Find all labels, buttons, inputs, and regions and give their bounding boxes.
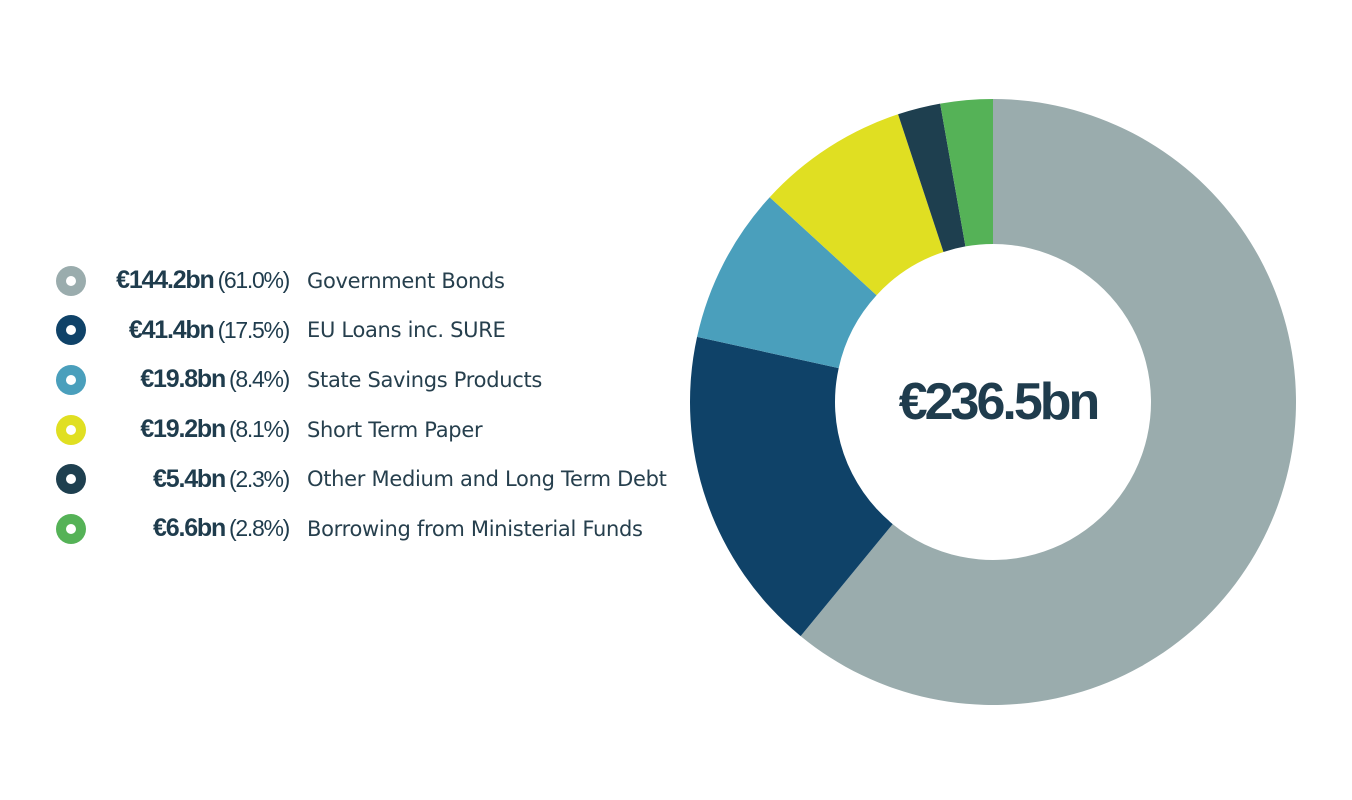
- legend-swatch-icon: [56, 464, 86, 495]
- legend-swatch-icon: [56, 513, 86, 544]
- donut-slice: [898, 103, 966, 252]
- legend-item: €144.2bn (61.0%) Government Bonds: [56, 256, 716, 306]
- donut-slices: [690, 99, 1296, 705]
- donut-slice: [697, 197, 877, 369]
- donut-slice: [769, 114, 944, 296]
- legend-percent: (8.4%): [229, 366, 290, 393]
- legend-value-block: €19.8bn (8.4%): [86, 365, 290, 394]
- legend-percent: (8.1%): [229, 416, 290, 443]
- legend-label: Borrowing from Ministerial Funds: [307, 516, 643, 541]
- legend-value-block: €19.2bn (8.1%): [86, 415, 290, 444]
- legend-amount: €41.4bn: [128, 315, 215, 344]
- legend-percent: (2.8%): [229, 515, 290, 542]
- center-total-label: €236.5bn: [899, 373, 1098, 431]
- legend-label: Short Term Paper: [307, 417, 483, 442]
- legend-item: €5.4bn (2.3%) Other Medium and Long Term D…: [56, 454, 716, 504]
- legend-label: State Savings Products: [307, 367, 543, 392]
- donut-slice: [940, 99, 993, 247]
- legend: €144.2bn (61.0%) Government Bonds €41.4bn (1…: [56, 256, 716, 554]
- donut-slice: [690, 336, 893, 637]
- legend-item: €41.4bn (17.5%) EU Loans inc. SURE: [56, 306, 716, 356]
- legend-percent: (2.3%): [229, 465, 290, 492]
- legend-amount: €19.2bn: [140, 415, 226, 444]
- legend-swatch-icon: [56, 414, 86, 445]
- legend-item: €6.6bn (2.8%) Borrowing from Ministerial F…: [56, 504, 716, 554]
- legend-amount: €144.2bn: [116, 266, 215, 295]
- legend-label: Government Bonds: [307, 268, 505, 293]
- legend-item: €19.8bn (8.4%) State Savings Products: [56, 355, 716, 405]
- legend-value-block: €6.6bn (2.8%): [86, 514, 290, 543]
- legend-swatch-icon: [56, 364, 86, 395]
- legend-label: EU Loans inc. SURE: [307, 318, 506, 343]
- legend-value-block: €144.2bn (61.0%): [86, 266, 291, 295]
- legend-amount: €19.8bn: [140, 365, 226, 394]
- legend-value-block: €5.4bn (2.3%): [86, 464, 290, 494]
- legend-swatch-icon: [56, 265, 86, 296]
- legend-amount: €5.4bn: [153, 464, 226, 493]
- legend-swatch-icon: [56, 315, 86, 346]
- legend-label: Other Medium and Long Term Debt: [307, 467, 667, 492]
- donut-slice: [800, 99, 1296, 705]
- legend-percent: (61.0%): [217, 267, 291, 294]
- legend-percent: (17.5%): [217, 316, 291, 343]
- legend-amount: €6.6bn: [153, 514, 226, 543]
- legend-value-block: €41.4bn (17.5%): [86, 315, 291, 345]
- legend-item: €19.2bn (8.1%) Short Term Paper: [56, 405, 716, 455]
